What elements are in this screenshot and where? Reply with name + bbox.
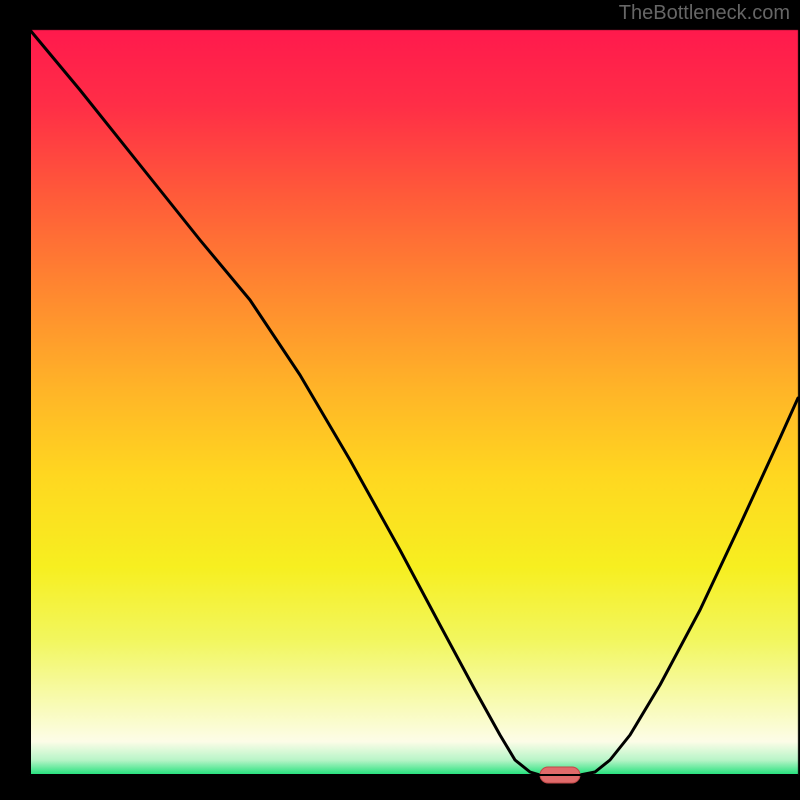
- gradient-background: [0, 0, 800, 800]
- attribution-label: TheBottleneck.com: [619, 2, 790, 25]
